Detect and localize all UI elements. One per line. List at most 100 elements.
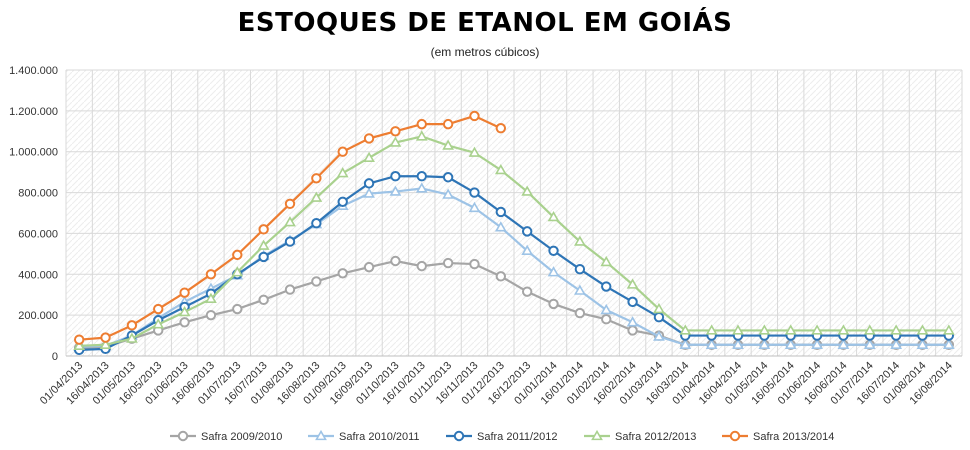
data-point bbox=[231, 266, 244, 277]
data-point bbox=[811, 324, 823, 335]
data-point bbox=[416, 260, 427, 272]
data-point bbox=[863, 324, 876, 335]
data-point bbox=[811, 338, 823, 349]
data-point bbox=[626, 278, 639, 289]
data-point bbox=[626, 316, 639, 327]
data-point bbox=[284, 198, 296, 210]
data-point bbox=[389, 185, 402, 196]
y-tick-label: 0 bbox=[52, 351, 58, 363]
data-point bbox=[732, 324, 744, 335]
legend-label: Safra 2012/2013 bbox=[615, 431, 696, 443]
legend-swatch-marker bbox=[453, 430, 465, 442]
data-point bbox=[916, 338, 929, 349]
data-point bbox=[337, 268, 348, 279]
series-line bbox=[79, 135, 949, 347]
data-point bbox=[574, 284, 586, 295]
data-point bbox=[179, 287, 190, 298]
data-point bbox=[600, 255, 613, 267]
data-point bbox=[890, 324, 902, 335]
grid bbox=[65, 69, 963, 357]
data-point bbox=[363, 133, 375, 144]
data-point bbox=[178, 305, 191, 317]
data-point bbox=[495, 271, 507, 282]
data-point bbox=[390, 255, 401, 267]
legend-swatch-marker bbox=[591, 429, 603, 441]
legend-swatch-marker bbox=[177, 430, 189, 442]
data-point bbox=[837, 324, 850, 335]
legend-item: Safra 2012/2013 bbox=[584, 429, 696, 443]
y-tick-label: 1.200.000 bbox=[9, 106, 58, 118]
y-tick-label: 1.000.000 bbox=[9, 147, 58, 159]
data-point bbox=[416, 171, 427, 182]
data-point bbox=[416, 118, 427, 130]
data-point bbox=[390, 171, 401, 182]
data-point bbox=[732, 338, 744, 349]
data-point bbox=[232, 249, 243, 261]
series-layer bbox=[73, 110, 955, 356]
data-point bbox=[336, 167, 349, 178]
data-point bbox=[863, 338, 876, 349]
data-point bbox=[126, 332, 138, 343]
data-point bbox=[415, 130, 428, 141]
data-point bbox=[784, 324, 797, 335]
data-point bbox=[837, 338, 850, 349]
data-point bbox=[495, 123, 507, 134]
data-point bbox=[521, 226, 533, 237]
series-3 bbox=[73, 171, 955, 356]
data-point bbox=[442, 139, 454, 150]
data-point bbox=[600, 303, 613, 315]
data-point bbox=[205, 269, 217, 280]
data-point bbox=[758, 338, 771, 349]
data-point bbox=[179, 317, 190, 328]
data-point bbox=[284, 284, 296, 295]
data-point bbox=[442, 188, 454, 199]
data-point bbox=[494, 163, 507, 175]
data-point bbox=[601, 281, 612, 292]
data-point bbox=[337, 146, 348, 157]
data-point bbox=[311, 218, 322, 229]
chart-title: ESTOQUES DE ETANOL EM GOIÁS bbox=[237, 8, 733, 38]
data-point bbox=[258, 224, 269, 235]
data-point bbox=[521, 244, 534, 255]
data-point bbox=[942, 324, 955, 335]
data-point bbox=[257, 239, 270, 250]
y-tick-label: 600.000 bbox=[18, 228, 58, 240]
data-point bbox=[942, 338, 955, 349]
data-point bbox=[521, 286, 533, 297]
data-point bbox=[258, 294, 269, 306]
series-5 bbox=[73, 110, 507, 345]
data-point bbox=[679, 338, 692, 349]
data-point bbox=[627, 325, 638, 336]
legend-item: Safra 2010/2011 bbox=[308, 429, 420, 443]
data-point bbox=[205, 309, 217, 321]
data-point bbox=[705, 324, 718, 335]
data-point bbox=[468, 201, 481, 213]
data-point bbox=[653, 302, 665, 314]
legend-item: Safra 2009/2010 bbox=[170, 430, 282, 443]
data-point bbox=[469, 258, 480, 270]
data-point bbox=[232, 303, 243, 315]
data-point bbox=[574, 263, 586, 275]
data-point bbox=[627, 296, 638, 308]
series-2 bbox=[73, 182, 955, 351]
y-tick-label: 400.000 bbox=[18, 269, 58, 281]
data-point bbox=[442, 118, 454, 130]
data-point bbox=[73, 334, 85, 345]
data-point bbox=[521, 185, 534, 196]
data-point bbox=[653, 311, 665, 323]
legend-label: Safra 2009/2010 bbox=[201, 431, 282, 443]
data-point bbox=[363, 261, 375, 273]
legend-label: Safra 2010/2011 bbox=[339, 431, 420, 443]
data-point bbox=[99, 338, 112, 349]
data-point bbox=[363, 178, 375, 189]
data-point bbox=[363, 151, 375, 163]
legend-item: Safra 2013/2014 bbox=[722, 430, 834, 443]
data-point bbox=[100, 332, 111, 343]
data-point bbox=[758, 324, 771, 335]
data-point bbox=[469, 110, 480, 122]
data-point bbox=[152, 318, 165, 329]
data-point bbox=[547, 210, 560, 222]
data-point bbox=[73, 339, 86, 350]
data-point bbox=[311, 276, 322, 287]
